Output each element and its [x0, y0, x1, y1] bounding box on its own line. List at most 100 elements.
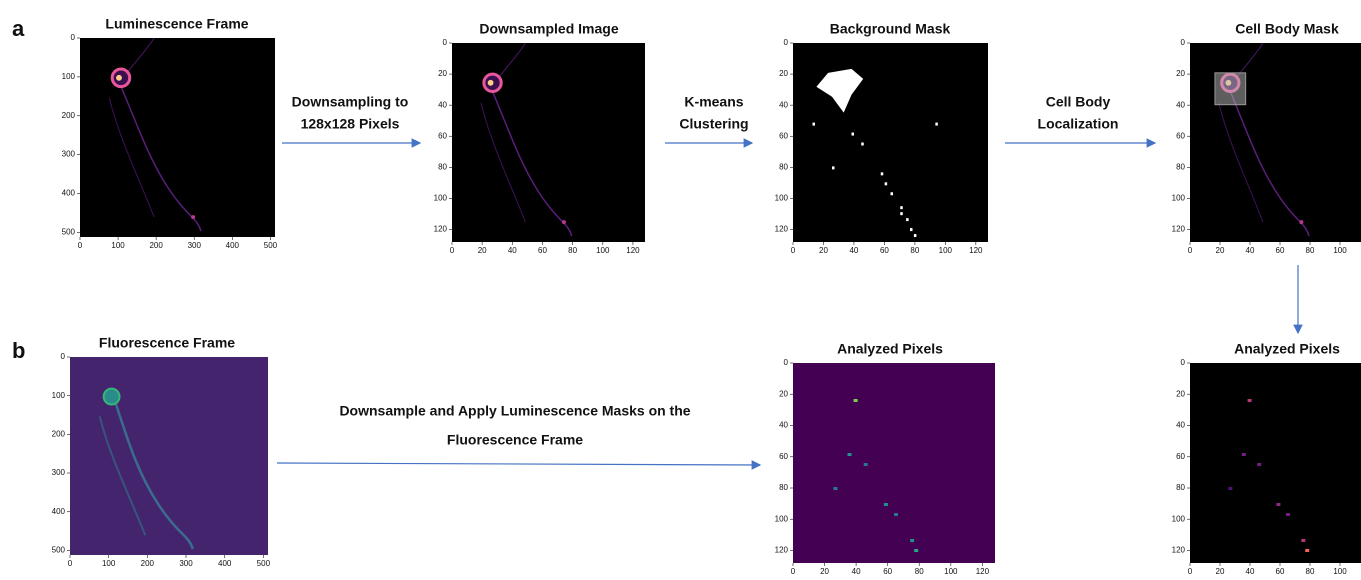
- panel-letter: b: [12, 338, 25, 363]
- x-tick-label: 80: [1306, 567, 1315, 576]
- pixel: [900, 206, 903, 209]
- panel-title: Luminescence Frame: [105, 16, 248, 32]
- x-tick-label: 60: [1276, 567, 1285, 576]
- x-tick-label: 80: [568, 246, 577, 255]
- y-tick-label: 60: [1176, 131, 1185, 140]
- y-tick-label: 80: [779, 162, 788, 171]
- x-tick-label: 120: [969, 246, 983, 255]
- cell-box: [1215, 73, 1246, 105]
- image: [793, 43, 988, 242]
- y-tick-label: 20: [779, 69, 788, 78]
- pixel: [852, 133, 855, 136]
- y-tick-label: 100: [775, 194, 789, 203]
- y-tick-label: 400: [62, 189, 76, 198]
- pixel: [1305, 549, 1309, 552]
- image: [793, 363, 995, 563]
- pixel: [935, 123, 938, 126]
- y-tick-label: 300: [62, 150, 76, 159]
- x-tick-label: 400: [218, 559, 232, 568]
- pixel: [854, 399, 858, 402]
- pixel: [813, 123, 816, 126]
- y-tick-label: 80: [1176, 162, 1185, 171]
- x-tick-label: 20: [478, 246, 487, 255]
- arrow: [277, 463, 760, 465]
- x-tick-label: 100: [102, 559, 116, 568]
- arrow-label: Downsampling to: [292, 94, 409, 110]
- panel: Background Mask0204060801001200204060801…: [775, 21, 988, 255]
- arrow-label: Downsample and Apply Luminescence Masks …: [339, 403, 690, 419]
- x-tick-label: 100: [111, 241, 125, 250]
- pixel: [1301, 539, 1305, 542]
- y-tick-label: 80: [1176, 483, 1185, 492]
- pixel: [881, 172, 884, 175]
- arrow-label: Cell Body: [1046, 94, 1111, 110]
- arrow-label: Clustering: [679, 116, 748, 132]
- x-tick-label: 100: [939, 246, 953, 255]
- pixel: [1286, 513, 1290, 516]
- y-tick-label: 60: [779, 452, 788, 461]
- x-tick-label: 20: [820, 567, 829, 576]
- pixel: [1276, 503, 1280, 506]
- pixel: [885, 182, 888, 185]
- x-tick-label: 120: [626, 246, 640, 255]
- cell-core: [116, 75, 122, 81]
- y-tick-label: 300: [52, 468, 66, 477]
- arrow-label: Fluorescence Frame: [447, 432, 583, 448]
- arrow-label: 128x128 Pixels: [301, 116, 400, 132]
- y-tick-label: 40: [1176, 421, 1185, 430]
- x-tick-label: 60: [1276, 246, 1285, 255]
- y-tick-label: 100: [52, 391, 66, 400]
- y-tick-label: 120: [1172, 546, 1186, 555]
- pixel: [1242, 453, 1246, 456]
- x-tick-label: 200: [141, 559, 155, 568]
- pixel: [832, 166, 835, 169]
- image: [1190, 363, 1361, 563]
- y-tick-label: 0: [784, 38, 789, 47]
- y-tick-label: 200: [62, 111, 76, 120]
- y-tick-label: 0: [443, 38, 448, 47]
- pixel: [900, 212, 903, 215]
- pixel: [884, 503, 888, 506]
- y-tick-label: 0: [784, 358, 789, 367]
- pixel: [1248, 399, 1252, 402]
- pixel: [914, 234, 917, 237]
- y-tick-label: 200: [52, 429, 66, 438]
- image: [452, 43, 645, 242]
- y-tick-label: 60: [438, 131, 447, 140]
- panel-letter: a: [12, 16, 25, 41]
- pixel: [891, 192, 894, 195]
- x-tick-label: 80: [915, 567, 924, 576]
- y-tick-label: 500: [52, 545, 66, 554]
- pixel: [914, 549, 918, 552]
- x-tick-label: 100: [1333, 567, 1347, 576]
- pixel: [1228, 487, 1232, 490]
- spot: [191, 215, 195, 219]
- y-tick-label: 0: [61, 352, 66, 361]
- panel-title: Fluorescence Frame: [99, 335, 235, 351]
- x-tick-label: 60: [880, 246, 889, 255]
- pixel: [1257, 463, 1261, 466]
- y-tick-label: 500: [62, 227, 76, 236]
- x-tick-label: 80: [910, 246, 919, 255]
- x-tick-label: 100: [944, 567, 958, 576]
- x-tick-label: 300: [179, 559, 193, 568]
- y-tick-label: 20: [1176, 69, 1185, 78]
- y-tick-label: 100: [1172, 194, 1186, 203]
- x-tick-label: 200: [149, 241, 163, 250]
- panel-title: Background Mask: [830, 21, 951, 37]
- panel: Analyzed Pixels0204060801001200204060801…: [775, 341, 995, 576]
- pixel: [894, 513, 898, 516]
- y-tick-label: 40: [779, 100, 788, 109]
- figure: a b Luminescence Frame010020030040050001…: [0, 0, 1361, 580]
- y-tick-label: 80: [438, 162, 447, 171]
- y-tick-label: 120: [775, 225, 789, 234]
- x-tick-label: 80: [1306, 246, 1315, 255]
- cell-core: [488, 80, 494, 86]
- pixel: [910, 228, 913, 231]
- y-tick-label: 120: [775, 546, 789, 555]
- x-tick-label: 20: [1216, 246, 1225, 255]
- y-tick-label: 20: [438, 69, 447, 78]
